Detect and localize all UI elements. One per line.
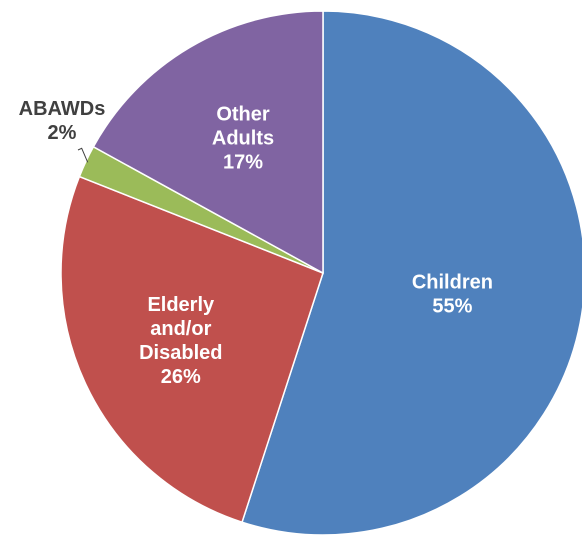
slice-value-label: 17% [223, 152, 263, 174]
slice-name-line: Adults [212, 128, 274, 150]
pie-slices [60, 10, 582, 535]
slice-label-elderly-and-or-disabled: Elderly and/or Disabled 26% [139, 294, 222, 388]
slice-name-line: Disabled [139, 342, 222, 364]
slice-value-label: 2% [48, 122, 77, 144]
slice-value-label: 55% [432, 296, 472, 318]
leader-line-abawds [77, 147, 89, 163]
slice-label-abawds: ABAWDs 2% [19, 98, 106, 144]
slice-name-line: Elderly [147, 294, 215, 316]
slice-label-other-adults: Other Adults 17% [212, 104, 274, 174]
slice-value-label: 26% [161, 366, 201, 388]
slice-name-line: Children [412, 272, 493, 294]
slice-name-line: ABAWDs [19, 98, 106, 120]
pie-slice-other-adults [92, 10, 324, 275]
slice-name-line: and/or [150, 318, 211, 340]
leader-lines [77, 147, 89, 163]
slice-name-line: Other [216, 104, 270, 126]
slice-labels: Children 55% Elderly and/or Disabled 26% ABAWD… [19, 98, 493, 388]
slice-label-children: Children 55% [412, 272, 493, 318]
pie-slice-elderly-and-or-disabled [60, 175, 324, 524]
